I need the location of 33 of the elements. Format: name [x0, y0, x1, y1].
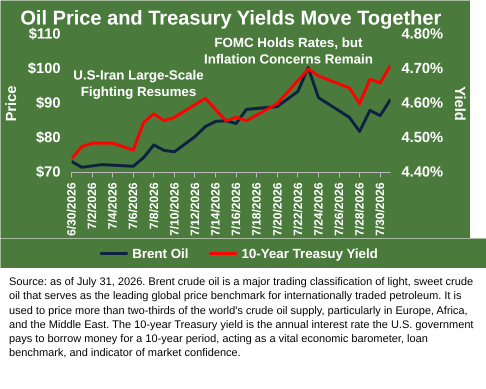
x-tick-label: 7/22/2026 [290, 182, 305, 236]
x-tick-label: 7/8/2026 [146, 182, 161, 230]
annotation: FOMC Holds Rates, but Inflation Concerns Remain [204, 35, 373, 67]
y2-axis-title: Yield [451, 86, 468, 121]
y-tick-label: $80 [36, 130, 61, 146]
y2-tick-label: 4.40% [402, 164, 444, 180]
y-tick-label: $110 [28, 26, 60, 42]
x-tick-label: 7/14/2026 [208, 182, 223, 236]
legend-label: Brent Oil [132, 246, 188, 260]
y2-tick-label: 4.50% [402, 130, 444, 146]
y2-tick-label: 4.60% [402, 96, 444, 112]
x-tick-label: 7/2/2026 [85, 182, 100, 230]
x-tick-label: 7/20/2026 [270, 182, 284, 236]
x-tick-label: 7/28/2026 [352, 182, 367, 236]
x-tick-label: 7/18/2026 [250, 182, 264, 236]
x-tick-label: 7/26/2026 [332, 182, 346, 236]
x-tick-label: 7/4/2026 [106, 182, 120, 230]
x-tick-label: 7/30/2026 [373, 182, 388, 236]
y-tick-label: $70 [36, 164, 61, 180]
y-tick-label: $100 [28, 61, 61, 77]
source-note: Source: as of July 31, 2026. Brent crude oil is a major trading classification of light, sweet crude oil that serves as the leading global price benchmark for internationally traded petroleum. It is used to price more than two-thirds of the world's crude oil supply, particularly in Europe, Africa, and the Middle East. The 10-year Treasury yield is the annual interest rate the U.S. government pays to borrow money for a 10-year period, acting as a vital economic barometer, loan benchmark, and indicator of market confidence. [9, 275, 474, 361]
y2-tick-label: 4.70% [402, 61, 444, 77]
y2-tick-label: 4.80% [402, 26, 444, 42]
x-tick-label: 7/16/2026 [229, 182, 244, 236]
annotation: U.S-Iran Large-Scale Fighting Resumes [73, 68, 204, 100]
x-tick-label: 7/24/2026 [311, 182, 326, 236]
y-axis-title: Price [4, 86, 20, 122]
x-tick-label: 7/10/2026 [167, 182, 182, 236]
x-tick-label: 6/30/2026 [64, 182, 78, 236]
legend-label: 10-Year Treasuy Yield [241, 246, 378, 260]
x-tick-label: 7/6/2026 [126, 182, 140, 230]
x-tick-label: 7/12/2026 [188, 182, 202, 236]
y-tick-label: $90 [36, 96, 61, 112]
